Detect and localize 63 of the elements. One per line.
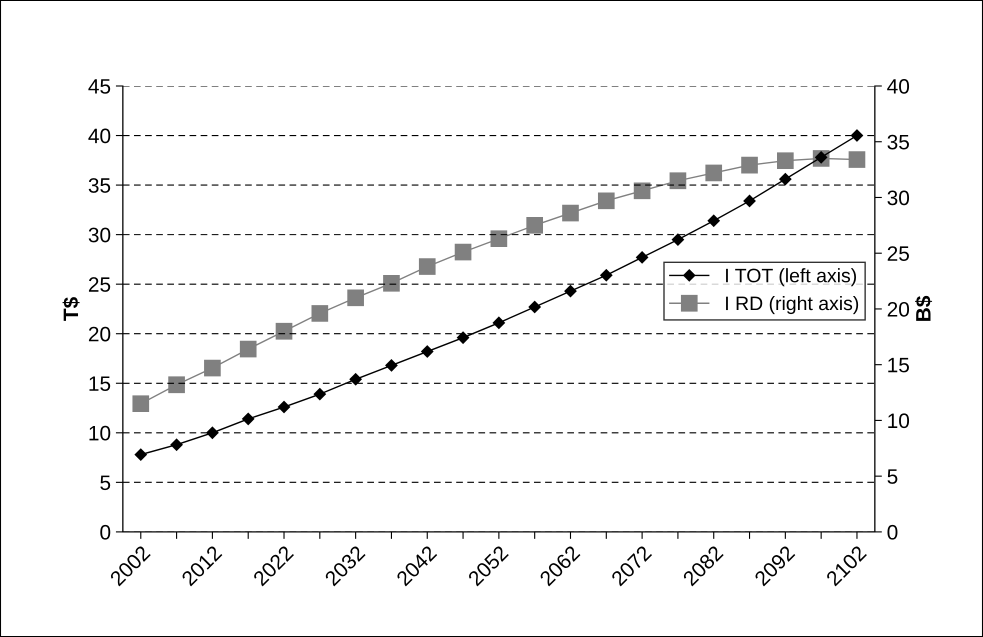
point [347,289,364,306]
point [741,156,758,174]
point [385,359,398,372]
point [848,151,866,168]
point [562,204,579,222]
point [777,152,794,170]
point [418,258,436,275]
y2-tick-label: 5 [888,469,898,484]
point [350,373,362,386]
point [278,400,290,414]
legend-label: I RD (right axis) [726,296,858,314]
y-tick-label: 20 [88,326,110,342]
point [636,251,648,264]
point [314,388,326,400]
y-axis-title: T$ [62,297,80,321]
y2-tick-label: 30 [887,190,910,206]
y2-tick-label: 0 [887,524,898,540]
point [708,214,720,227]
point [311,305,328,322]
point [779,173,792,186]
point [276,322,292,340]
y2-tick-label: 20 [888,302,910,317]
point [705,164,722,182]
y2-tick-label: 10 [888,413,910,428]
y-tick-label: 45 [88,79,110,94]
y-tick-label: 35 [88,178,110,193]
point [670,172,686,190]
point [242,412,254,426]
point [454,244,472,260]
point [672,233,684,246]
y2-tick-label: 25 [888,246,909,261]
point [490,230,508,248]
point [132,395,150,412]
point [492,316,505,329]
point [528,300,541,314]
point [204,360,221,376]
legend-label: I TOT (left axis) [726,268,856,286]
y-tick-label: 10 [89,426,110,441]
y2-tick-label: 40 [887,78,910,94]
point [526,217,544,234]
y2-axis-title: B$ [915,296,932,321]
point [421,345,434,358]
y2-tick-label: 15 [888,358,909,372]
y2-tick-label: 35 [887,134,909,150]
y-tick-label: 5 [100,476,110,490]
point [743,194,756,208]
y-tick-label: 25 [88,277,110,292]
y-tick-label: 30 [88,228,110,242]
point [240,340,257,358]
y-tick-label: 0 [100,524,110,540]
point [456,332,470,344]
point [598,192,615,210]
y-tick-label: 15 [89,376,110,392]
point [600,269,612,282]
point [383,274,400,292]
point [634,182,650,200]
point [850,129,864,142]
point [564,285,577,298]
y-tick-label: 40 [88,128,110,144]
point [170,438,183,451]
point [134,448,147,461]
point [168,376,185,394]
point [206,426,218,439]
